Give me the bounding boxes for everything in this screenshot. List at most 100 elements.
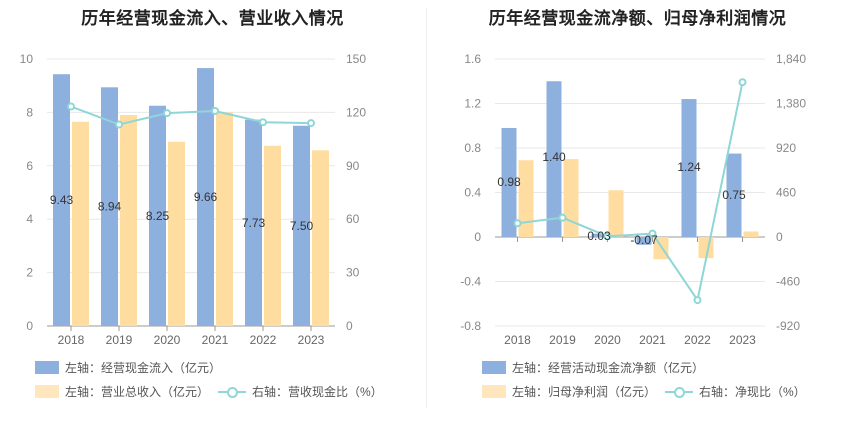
ratio-point [67, 102, 75, 111]
legend-swatch-orange [482, 385, 506, 398]
x-axis-tick-label: 2022 [250, 333, 277, 347]
legend-swatch-line [665, 385, 693, 399]
x-axis-tick-label: 2020 [594, 333, 621, 347]
ratio-point [738, 78, 747, 87]
left-axis-tick-label: -0.4 [460, 275, 481, 289]
right-axis-tick-label: 120 [346, 105, 366, 119]
legend-label: 右轴：营收现金比（%） [252, 385, 383, 399]
bar-blue [501, 127, 517, 237]
x-axis-tick-label: 2019 [549, 333, 576, 347]
bar-blue [546, 81, 562, 237]
bar-blue [101, 87, 118, 326]
ratio-point [211, 106, 219, 115]
right-axis-tick-label: 30 [346, 266, 360, 280]
left-axis-tick-label: 0 [474, 230, 481, 244]
legend-label: 左轴：营业总收入（亿元） [65, 385, 210, 399]
x-axis-tick-label: 2018 [58, 333, 85, 347]
legend-left-ratio[interactable]: 右轴：营收现金比（%） [218, 383, 383, 400]
left-axis-tick-label: 4 [26, 212, 33, 226]
left-axis-tick-label: 1.2 [464, 97, 481, 111]
left-axis-tick-label: 0.4 [464, 186, 481, 200]
x-axis-tick-label: 2023 [298, 333, 325, 347]
right-axis-tick-label: 90 [346, 159, 360, 173]
legend-right-ratio[interactable]: 右轴：净现比（%） [665, 383, 806, 400]
x-axis-tick-label: 2022 [684, 333, 711, 347]
bar-blue [636, 237, 652, 245]
legend-swatch-orange [35, 385, 59, 398]
right-axis-tick-label: -920 [776, 319, 800, 333]
chart-right-svg: -0.8 -0.4 0 0.4 0.8 1.2 1.6 -920 -460 0 460 920 1,38… [460, 52, 806, 347]
bar-blue [726, 153, 742, 237]
bar-data-label: 1.24 [677, 160, 701, 174]
bar-orange [312, 150, 329, 326]
legend-label: 左轴：经营现金流入（亿元） [65, 361, 222, 375]
legend-swatch-blue [35, 361, 59, 374]
bar-blue [293, 125, 310, 326]
legend-left-revenue[interactable]: 左轴：营业总收入（亿元） [35, 383, 209, 400]
x-axis-tick-label: 2021 [202, 333, 229, 347]
bar-orange [518, 160, 534, 237]
bar-orange [743, 231, 759, 237]
right-axis-tick-label: 1,840 [776, 52, 806, 66]
bar-blue [53, 74, 70, 327]
chart-right-title: 历年经营现金流净额、归母净利润情况 [488, 9, 787, 28]
left-axis-tick-label: -0.8 [460, 319, 481, 333]
bar-orange [264, 145, 281, 326]
ratio-point [307, 119, 315, 128]
ratio-line [70, 105, 312, 126]
chart-right-panel: 历年经营现金流净额、归母净利润情况 -0.8 -0.4 0 0.4 0.8 1.2 1.6 -… [425, 0, 850, 436]
legend-label: 左轴：归母净利润（亿元） [512, 385, 657, 399]
bar-data-label: 0.03 [587, 229, 611, 243]
legend-swatch-blue [482, 361, 506, 374]
right-axis-tick-label: 0 [346, 319, 353, 333]
legend-label: 左轴：经营活动现金流净额（亿元） [512, 361, 705, 375]
bar-data-label: 9.66 [194, 190, 218, 204]
ratio-point [693, 296, 702, 305]
ratio-point [163, 109, 171, 118]
bar-orange [653, 237, 669, 260]
ratio-point [648, 229, 657, 238]
legend-right-profit[interactable]: 左轴：归母净利润（亿元） [482, 383, 656, 400]
bar-blue [245, 119, 262, 326]
chart-left-title: 历年经营现金流入、营业收入情况 [81, 9, 344, 28]
bar-blue [197, 68, 214, 326]
bar-data-label: 7.73 [242, 216, 266, 230]
left-axis-tick-label: 10 [20, 52, 34, 66]
x-axis-tick-label: 2019 [106, 333, 133, 347]
ratio-point [259, 118, 267, 127]
left-axis-tick-label: 8 [26, 105, 33, 119]
right-axis-tick-label: 460 [776, 186, 796, 200]
right-axis-tick-label: 1,380 [776, 97, 806, 111]
bar-orange [563, 159, 579, 237]
legend-right-netcash[interactable]: 左轴：经营活动现金流净额（亿元） [482, 359, 704, 376]
left-axis-tick-label: 0.8 [464, 141, 481, 155]
left-axis-tick-label: 6 [26, 159, 33, 173]
left-axis-tick-label: 0 [26, 319, 33, 333]
right-axis-tick-label: 60 [346, 212, 360, 226]
bar-data-label: 9.43 [50, 193, 74, 207]
bar-data-label: -0.07 [630, 233, 658, 247]
x-axis-tick-label: 2020 [154, 333, 181, 347]
chart-left-svg: 0 2 4 6 8 10 0 30 60 90 120 150 2018 2019 2020 2021 2022… [20, 52, 367, 347]
bar-data-label: 8.25 [146, 209, 170, 223]
right-axis-tick-label: -460 [776, 275, 800, 289]
ratio-point [603, 232, 612, 241]
legend-label: 右轴：净现比（%） [699, 385, 806, 399]
bar-orange [608, 190, 624, 237]
x-axis-tick-label: 2023 [729, 333, 756, 347]
ratio-line [517, 82, 744, 303]
legend-left-inflow[interactable]: 左轴：经营现金流入（亿元） [35, 359, 221, 376]
bar-orange [72, 121, 89, 327]
bar-orange [120, 115, 137, 326]
right-axis-tick-label: 0 [776, 230, 783, 244]
bar-blue [681, 99, 697, 237]
bar-orange [216, 112, 233, 327]
bar-blue [591, 233, 607, 237]
chart-left-panel: 历年经营现金流入、营业收入情况 0 2 4 6 8 10 0 30 60 90 120 150 2018… [20, 9, 383, 400]
ratio-point [558, 213, 567, 222]
bar-data-label: 8.94 [98, 200, 122, 214]
bar-orange [168, 141, 185, 326]
bar-blue [149, 105, 166, 326]
left-axis-tick-label: 2 [26, 266, 33, 280]
left-axis-tick-label: 1.6 [464, 52, 481, 66]
